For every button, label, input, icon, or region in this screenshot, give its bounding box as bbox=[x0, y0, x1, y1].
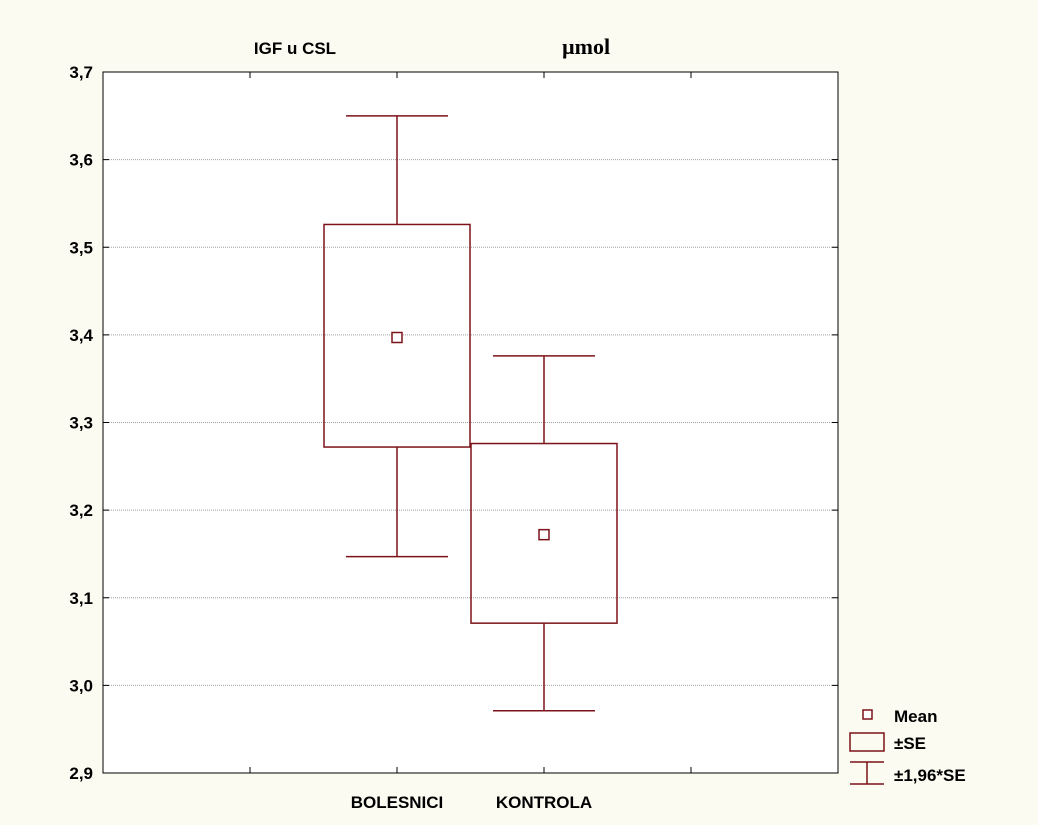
box-group bbox=[470, 355, 618, 712]
mean-marker bbox=[391, 331, 403, 344]
y-tick-label: 2,9 bbox=[69, 764, 93, 783]
y-tick-label: 3,2 bbox=[69, 501, 93, 520]
se-box bbox=[470, 442, 618, 624]
x-tick-label: BOLESNICI bbox=[351, 793, 444, 812]
mean-marker bbox=[538, 528, 550, 541]
y-tick-label: 3,5 bbox=[69, 238, 93, 257]
y-tick-label: 3,6 bbox=[69, 151, 93, 170]
plot-frame bbox=[102, 71, 839, 774]
legend-label: ±SE bbox=[894, 734, 926, 753]
chart-title: IGF u CSL bbox=[254, 39, 336, 58]
box-group bbox=[323, 115, 471, 558]
y-tick-label: 3,0 bbox=[69, 676, 93, 695]
legend-label: Mean bbox=[894, 707, 937, 726]
legend-mean-icon bbox=[862, 709, 873, 720]
legend-label: ±1,96*SE bbox=[894, 766, 966, 785]
y-tick-label: 3,4 bbox=[69, 326, 93, 345]
y-tick-label: 3,7 bbox=[69, 63, 93, 82]
y-tick-label: 3,1 bbox=[69, 589, 93, 608]
x-tick-label: KONTROLA bbox=[496, 793, 592, 812]
legend-se-icon bbox=[849, 732, 885, 752]
y-tick-label: 3,3 bbox=[69, 414, 93, 433]
se-box bbox=[323, 223, 471, 448]
unit-label: µmol bbox=[562, 34, 610, 59]
